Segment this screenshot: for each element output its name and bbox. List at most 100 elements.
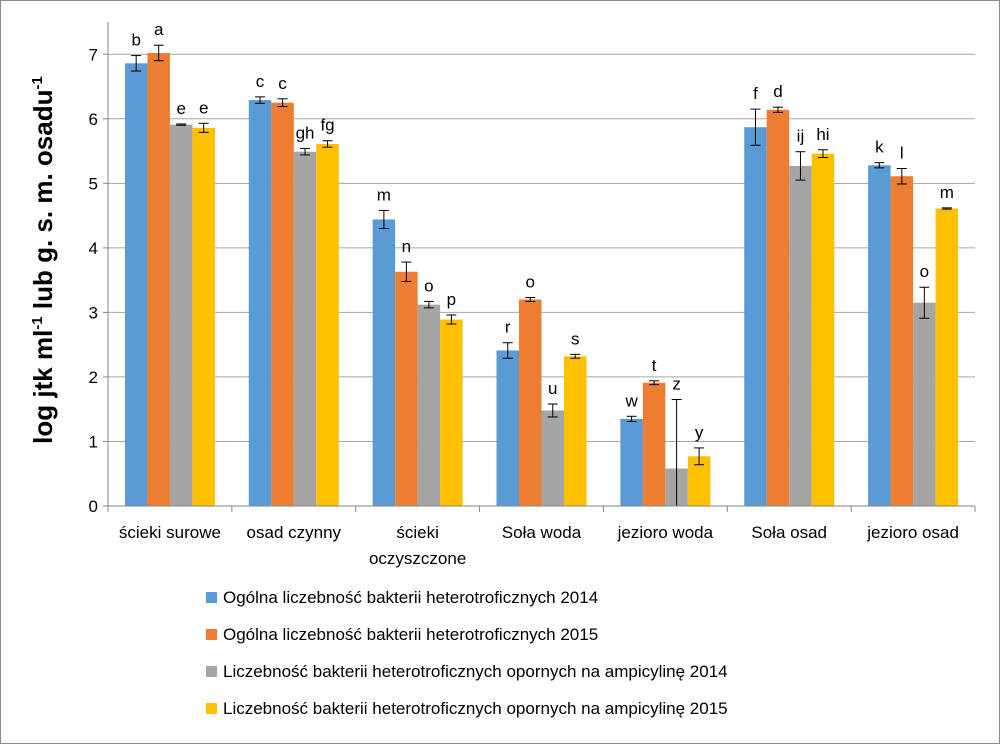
error-bar [570, 353, 581, 359]
significance-label: f [753, 84, 758, 103]
bar [620, 418, 643, 506]
legend-entry: Ogólna liczebność bakterii heterotroficz… [206, 588, 598, 607]
legend-entry: Liczebność bakterii heterotroficznych op… [206, 662, 728, 681]
legend-label: Liczebność bakterii heterotroficznych op… [223, 662, 728, 681]
bar [440, 319, 463, 506]
error-bar [795, 151, 806, 181]
bar [789, 165, 812, 506]
significance-label: c [278, 74, 287, 93]
significance-label: o [920, 262, 929, 281]
significance-label: b [131, 31, 140, 50]
bar [271, 102, 294, 507]
bars: b c m r w f k a c n o t d l e gh o u z ij o e fg p s y hi m [124, 20, 959, 507]
bar [496, 350, 519, 506]
significance-label: hi [816, 125, 829, 144]
y-tick-label: 7 [89, 45, 98, 64]
y-tick-label: 1 [89, 432, 98, 451]
bar [890, 176, 914, 506]
y-tick-label: 2 [89, 368, 98, 387]
bar [766, 109, 790, 507]
x-axis-categories: ścieki surowe osad czynny ścieki oczyszczon… [119, 523, 959, 568]
legend-swatch [206, 666, 217, 677]
legend-swatch [206, 592, 217, 603]
error-bar [131, 55, 142, 72]
y-axis-title: log jtk ml-1 lub g. s. m. osadu-1 [28, 76, 58, 444]
x-category-label: ścieki surowe [119, 523, 221, 542]
error-bar [694, 447, 705, 466]
significance-label: l [900, 143, 904, 162]
bar [316, 143, 339, 506]
x-category-label: oczyszczone [369, 549, 466, 568]
bar [642, 382, 666, 506]
x-category-label: Soła woda [502, 523, 582, 542]
legend-label: Ogólna liczebność bakterii heterotroficz… [223, 588, 598, 607]
bar [744, 127, 767, 506]
bar [868, 165, 891, 506]
legend: Ogólna liczebność bakterii heterotroficz… [206, 588, 728, 718]
legend-label: Ogólna liczebność bakterii heterotroficz… [223, 625, 598, 644]
x-category-label: jezioro woda [617, 523, 714, 542]
bar [935, 208, 959, 506]
bar [192, 127, 215, 507]
error-bar [322, 140, 333, 148]
error-bar [874, 162, 885, 169]
significance-label: o [526, 273, 535, 292]
y-axis-title: log jtk ml-1 lub g. s. m. osadu-1 [28, 76, 58, 444]
significance-label: c [256, 72, 265, 91]
legend-swatch [206, 703, 217, 714]
error-bar [772, 106, 783, 113]
bar [541, 410, 564, 506]
significance-label: w [624, 391, 638, 410]
error-bar [547, 403, 558, 418]
axes [103, 22, 976, 512]
bar [687, 456, 711, 506]
error-bar [255, 96, 266, 104]
bar [293, 151, 317, 506]
significance-label: u [548, 379, 557, 398]
significance-label: ij [797, 127, 805, 146]
error-bar [153, 44, 164, 62]
bar [248, 100, 272, 507]
significance-label: d [773, 82, 782, 101]
y-tick-label: 3 [89, 303, 98, 322]
bar [169, 124, 193, 506]
significance-label: k [875, 138, 884, 157]
error-bar [896, 167, 907, 185]
significance-label: e [199, 98, 208, 117]
error-bar [176, 123, 187, 126]
bar [147, 52, 170, 506]
error-bar [401, 261, 412, 282]
y-tick-label: 6 [89, 110, 98, 129]
y-tick-label: 5 [89, 174, 98, 193]
x-category-label: jezioro osad [866, 523, 959, 542]
error-bar [817, 149, 828, 159]
x-category-label: Soła osad [751, 523, 827, 542]
bar [913, 302, 936, 506]
error-bar [502, 342, 513, 359]
bar [417, 304, 441, 506]
error-bar [446, 314, 457, 325]
legend-entry: Liczebność bakterii heterotroficznych op… [206, 699, 728, 718]
error-bar [423, 300, 434, 309]
bar [564, 356, 587, 506]
x-category-label: osad czynny [247, 523, 342, 542]
significance-label: fg [320, 116, 334, 135]
significance-label: n [402, 237, 411, 256]
x-category-label: ścieki [396, 523, 439, 542]
bar [519, 299, 542, 506]
error-bar [198, 122, 209, 133]
error-bar [300, 147, 311, 156]
significance-label: r [505, 318, 511, 337]
bar [372, 219, 396, 507]
error-bar [941, 207, 952, 210]
y-axis-ticks: 0 1 2 3 4 5 6 7 [89, 45, 98, 516]
legend-swatch [206, 629, 217, 640]
error-bar [378, 209, 389, 230]
significance-label: p [447, 290, 456, 309]
y-tick-label: 4 [89, 239, 98, 258]
error-bar [750, 108, 761, 146]
error-bar [649, 380, 660, 386]
significance-label: e [176, 99, 185, 118]
significance-label: m [940, 183, 954, 202]
